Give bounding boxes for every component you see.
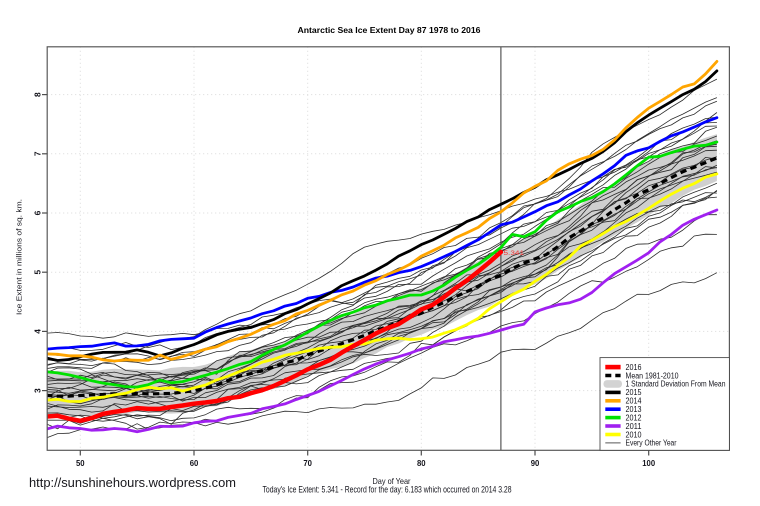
svg-text:2013: 2013: [626, 405, 642, 414]
svg-text:Today's Ice Extent: 5.341 -: Today's Ice Extent: 5.341 - Record for t…: [263, 484, 512, 494]
svg-text:http://sunshinehours.wordpress: http://sunshinehours.wordpress.com: [29, 475, 236, 490]
svg-text:6: 6: [32, 210, 42, 215]
svg-text:2015: 2015: [626, 388, 643, 397]
svg-text:Day of Year: Day of Year: [373, 476, 411, 486]
svg-text:80: 80: [417, 458, 426, 468]
svg-text:2011: 2011: [626, 422, 642, 431]
svg-text:2016: 2016: [626, 363, 642, 372]
svg-text:Antarctic Sea Ice Extent Day 8: Antarctic Sea Ice Extent Day 87 1978 to …: [298, 25, 481, 35]
svg-text:50: 50: [76, 458, 85, 468]
svg-text:3: 3: [32, 388, 42, 393]
svg-text:90: 90: [531, 458, 540, 468]
svg-text:5.341: 5.341: [504, 250, 525, 257]
svg-text:70: 70: [303, 458, 312, 468]
svg-text:8: 8: [32, 92, 42, 97]
svg-text:Every Other Year: Every Other Year: [626, 439, 677, 448]
svg-text:2010: 2010: [626, 430, 643, 439]
svg-text:2012: 2012: [626, 413, 642, 422]
svg-text:100: 100: [642, 458, 655, 468]
svg-text:Mean 1981-2010: Mean 1981-2010: [626, 371, 680, 380]
svg-text:60: 60: [190, 458, 199, 468]
svg-text:7: 7: [32, 151, 42, 156]
svg-text:4: 4: [32, 329, 42, 334]
svg-text:1 Standard Deviation From Mean: 1 Standard Deviation From Mean: [626, 380, 726, 389]
svg-text:2014: 2014: [626, 397, 643, 406]
svg-text:5: 5: [32, 270, 42, 275]
svg-text:Ice Extent in millions of sq.: Ice Extent in millions of sq. km.: [17, 199, 24, 315]
